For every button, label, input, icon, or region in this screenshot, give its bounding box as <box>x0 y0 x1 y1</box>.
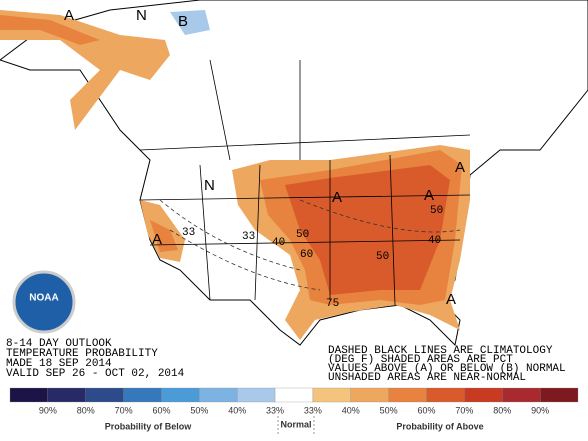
legend-swatch <box>123 387 162 403</box>
map-label: A <box>424 187 434 204</box>
legend-label: 60% <box>418 405 436 415</box>
legend-swatch <box>274 387 314 403</box>
outlook-line: 8-14 DAY OUTLOOK <box>6 338 112 350</box>
legend-label: 80% <box>493 405 511 415</box>
outlook-line: TEMPERATURE PROBABILITY <box>6 348 158 360</box>
legend-swatch <box>85 387 124 403</box>
map-label: 60 <box>300 249 313 261</box>
legend-label: 70% <box>455 405 473 415</box>
map-label: 50 <box>296 229 309 241</box>
legend-normal: Normal <box>280 419 311 429</box>
legend-below: Probability of Below <box>105 421 193 431</box>
legend: Probability of Below Normal Probability … <box>9 387 579 436</box>
legend-swatch <box>388 387 427 403</box>
map-label: 50 <box>376 251 389 263</box>
legend-label: 40% <box>342 405 360 415</box>
map-label: 75 <box>326 298 339 310</box>
map-label: 40 <box>272 237 285 249</box>
legend-swatch <box>350 387 389 403</box>
map-labels: A N B A 33 N 33 40 50 60 A 50 40 50 A A … <box>64 7 465 310</box>
outlook-line: VALID SEP 26 - OCT 02, 2014 <box>6 368 185 380</box>
map-label: 33 <box>242 231 255 243</box>
note-line: UNSHADED AREAS ARE NEAR-NORMAL <box>328 372 526 384</box>
map: NOAA <box>0 0 588 347</box>
note-line: VALUES ABOVE (A) OR BELOW (B) NORMAL <box>328 363 566 375</box>
map-label: A <box>64 7 74 24</box>
map-label: 33 <box>182 227 195 239</box>
legend-swatch <box>47 387 86 403</box>
legend-label: 70% <box>115 405 133 415</box>
note-line: DASHED BLACK LINES ARE CLIMATOLOGY <box>328 345 553 357</box>
legend-swatch <box>312 387 351 403</box>
legend-swatch <box>161 387 200 403</box>
map-label: A <box>446 291 456 308</box>
legend-label: 80% <box>77 405 95 415</box>
map-label: B <box>178 13 188 30</box>
noaa-logo <box>12 270 76 334</box>
legend-label: 90% <box>531 405 549 415</box>
legend-label: 90% <box>39 405 57 415</box>
legend-above: Probability of Above <box>396 421 483 431</box>
outlook-line: MADE 18 SEP 2014 <box>6 358 112 370</box>
note-line: (DEG F) SHADED AREAS ARE PCT <box>328 354 513 366</box>
map-label: 40 <box>428 235 441 247</box>
legend-swatch <box>464 387 503 403</box>
legend-swatch <box>426 387 465 403</box>
outlook-info: 8-14 DAY OUTLOOK TEMPERATURE PROBABILITY… <box>6 338 566 384</box>
map-label: N <box>204 177 215 194</box>
map-label: 50 <box>430 205 443 217</box>
legend-swatch <box>539 387 579 403</box>
legend-swatch <box>502 387 541 403</box>
legend-label: 60% <box>152 405 170 415</box>
legend-label: 40% <box>228 405 246 415</box>
map-label: A <box>332 189 342 206</box>
legend-swatch <box>9 387 49 403</box>
legend-label: 50% <box>380 405 398 415</box>
logo-text: NOAA <box>29 293 58 304</box>
legend-label: 50% <box>190 405 208 415</box>
legend-swatch <box>237 387 276 403</box>
map-label: A <box>152 231 162 248</box>
map-label: N <box>136 7 147 24</box>
legend-label: 33% <box>266 405 284 415</box>
map-label: A <box>455 159 465 176</box>
legend-swatch <box>199 387 238 403</box>
legend-label: 33% <box>304 405 322 415</box>
